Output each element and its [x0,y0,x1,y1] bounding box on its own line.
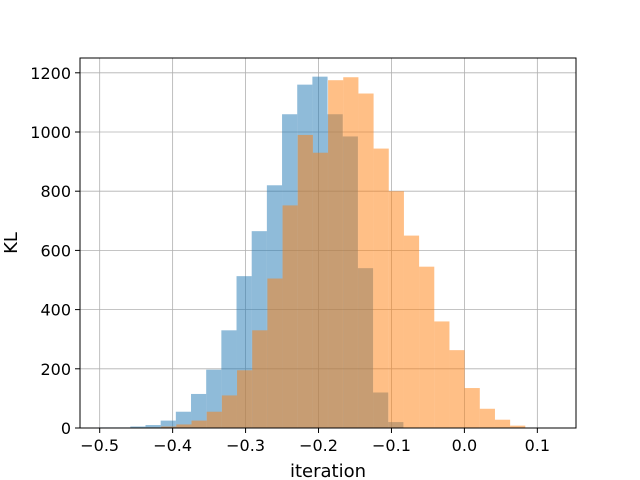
histogram-bar-series-1 [160,420,176,428]
x-tick-label: 0.1 [525,436,550,455]
histogram-bar-series-2 [237,370,253,428]
histogram-bar-series-2 [267,278,283,428]
histogram-bar-series-2 [434,321,450,428]
x-tick-label: −0.1 [372,436,411,455]
histogram-bar-series-2 [479,408,495,428]
histogram-bar-series-1 [175,411,192,428]
histogram-bar-series-2 [328,80,344,428]
histogram-bar-series-2 [388,191,404,428]
histogram-bar-series-2 [419,266,435,428]
x-tick-label: −0.4 [153,436,192,455]
y-tick-label: 1200 [30,64,71,83]
histogram-bar-series-2 [464,388,480,428]
histogram-bar-series-2 [449,350,465,428]
histogram-bar-series-2 [297,134,313,428]
histogram-bar-series-2 [312,152,329,428]
y-tick-label: 400 [40,301,71,320]
x-tick-label: −0.3 [226,436,265,455]
y-tick-label: 1000 [30,123,71,142]
axis-ticks: −0.5 −0.4 −0.3 −0.2 −0.1 0.0 0.1 0 200 400 600 800 1… [30,64,550,455]
histogram-bar-series-2 [494,419,511,428]
histogram-bar-series-1 [130,426,146,428]
x-tick-label: −0.2 [299,436,338,455]
histogram-bar-series-2 [403,235,420,428]
y-axis-label: KL [1,232,22,254]
x-tick-label: −0.5 [80,436,119,455]
histogram-bars [99,76,526,429]
y-tick-label: 600 [40,241,71,260]
histogram-bar-series-2 [176,424,192,428]
x-tick-label: 0.0 [452,436,477,455]
histogram-bar-series-2 [191,420,207,428]
histogram-bar-series-2 [282,205,298,428]
histogram-bar-series-2 [161,426,177,428]
histogram-bar-series-1 [145,425,161,428]
histogram-bar-series-2 [221,395,238,428]
histogram-bar-series-2 [358,93,374,429]
y-tick-label: 200 [40,360,71,379]
y-tick-label: 0 [61,419,71,438]
x-axis-label: iteration [290,461,366,480]
histogram-bar-series-2 [206,411,222,428]
histogram-bar-series-2 [343,77,359,429]
histogram-bar-series-2 [510,425,526,428]
y-tick-label: 800 [40,182,71,201]
histogram-bar-series-2 [373,148,389,429]
histogram-bar-series-2 [252,330,268,428]
histogram-bar-series-1 [191,393,207,428]
plot-frame [79,57,577,429]
